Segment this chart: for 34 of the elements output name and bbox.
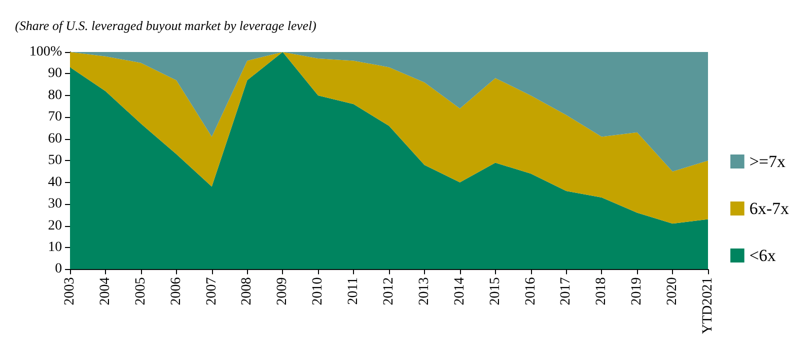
- x-tick-label: YTD2021: [700, 277, 716, 334]
- legend-label: >=7x: [749, 152, 786, 171]
- legend-label: 6x-7x: [749, 199, 790, 218]
- y-tick-label: 30: [48, 196, 62, 212]
- x-tick-label: 2013: [416, 277, 432, 306]
- x-tick-label: 2012: [382, 277, 396, 306]
- y-tick-label: 50: [48, 153, 62, 168]
- x-tick-label: 2005: [133, 277, 148, 306]
- x-tick-label: 2016: [523, 277, 538, 306]
- y-tick-label: 20: [48, 218, 62, 234]
- x-tick-label: 2003: [62, 277, 78, 306]
- x-tick-label: 2006: [168, 277, 184, 306]
- legend-label: <6x: [749, 246, 776, 265]
- y-tick-label: 10: [48, 240, 62, 256]
- y-tick-label: 70: [48, 110, 62, 125]
- y-tick-label: 80: [48, 88, 62, 103]
- y-tick-label: 0: [55, 262, 62, 277]
- x-tick-label: 2014: [452, 277, 468, 306]
- x-tick-label: 2009: [275, 277, 290, 306]
- x-tick-label: 2011: [346, 277, 362, 305]
- y-tick-label: 60: [48, 131, 62, 146]
- x-tick-label: 2010: [310, 277, 326, 306]
- x-tick-label: 2019: [630, 277, 645, 306]
- x-tick-label: 2020: [665, 277, 680, 306]
- x-tick-label: 2017: [558, 277, 574, 306]
- x-tick-label: 2004: [98, 277, 113, 306]
- y-tick-label: 90: [48, 66, 62, 82]
- x-tick-label: 2008: [240, 277, 255, 306]
- chart-title: (Share of U.S. leveraged buyout market by leverage level): [15, 18, 316, 33]
- x-tick-label: 2007: [204, 277, 220, 306]
- y-tick-label: 100%: [29, 44, 62, 60]
- x-tick-label: 2015: [488, 277, 503, 306]
- y-tick-label: 40: [48, 174, 62, 190]
- x-tick-label: 2018: [594, 277, 610, 306]
